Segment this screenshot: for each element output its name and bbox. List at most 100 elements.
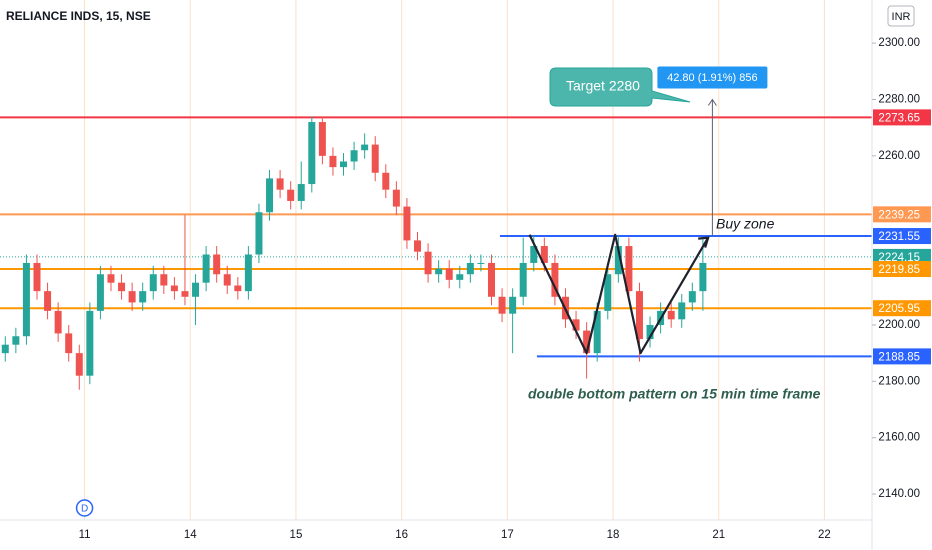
price-level-label: 2231.55 xyxy=(878,231,920,243)
candle-body xyxy=(223,274,231,286)
candle-body xyxy=(530,246,538,263)
candle-body xyxy=(128,291,136,303)
x-tick-label: 18 xyxy=(607,529,620,541)
candle-body xyxy=(424,251,432,275)
candle-body xyxy=(149,274,157,292)
pattern-arrowhead xyxy=(698,236,710,248)
price-level-label: 2273.65 xyxy=(878,112,920,124)
candle-body xyxy=(139,291,147,303)
candles xyxy=(1,116,707,390)
candle-body xyxy=(96,274,104,311)
dividend-marker xyxy=(75,499,94,517)
candle-body xyxy=(202,254,210,283)
candle-body xyxy=(213,254,221,275)
candle-body xyxy=(86,310,94,376)
candle-body xyxy=(350,150,358,162)
candle-body xyxy=(382,172,390,190)
candle-body xyxy=(635,291,643,340)
candle-body xyxy=(466,262,474,275)
candle-body xyxy=(170,285,178,292)
measure-box xyxy=(657,66,768,89)
candle-body xyxy=(445,268,453,280)
candle-body xyxy=(276,178,284,190)
candle-body xyxy=(477,262,485,264)
x-tick-label: 11 xyxy=(79,529,91,541)
price-level-box xyxy=(873,206,931,223)
candle-body xyxy=(266,178,274,213)
currency-box[interactable] xyxy=(887,5,915,27)
candle-body xyxy=(688,291,696,303)
candle-body xyxy=(65,333,73,354)
candle-body xyxy=(33,262,41,292)
candle-body xyxy=(403,206,411,241)
candle-body xyxy=(181,291,189,297)
candle-body xyxy=(255,212,263,255)
candle-body xyxy=(54,310,62,334)
y-tick-label: 2200.00 xyxy=(878,319,920,331)
candle-body xyxy=(234,285,242,292)
candle-body xyxy=(519,262,527,297)
candle-body xyxy=(456,274,464,280)
candle-body xyxy=(107,274,115,283)
candle-body xyxy=(604,274,612,311)
price-level-label: 2188.85 xyxy=(878,351,920,363)
x-tick-label: 16 xyxy=(395,529,408,541)
candle-body xyxy=(75,353,83,376)
price-level-box xyxy=(873,109,931,126)
candle-body xyxy=(435,268,443,275)
pattern-line xyxy=(528,233,710,355)
candle-body xyxy=(1,344,9,354)
price-level-label: 2205.95 xyxy=(878,303,920,315)
candle-body xyxy=(392,189,400,207)
x-tick-label: 22 xyxy=(818,529,831,541)
candle-body xyxy=(287,189,295,201)
y-tick-label: 2280.00 xyxy=(878,94,920,106)
y-tick-label: 2300.00 xyxy=(878,37,920,49)
candle-body xyxy=(487,262,495,297)
pattern-annotation: double bottom pattern on 15 min time fra… xyxy=(528,386,821,402)
x-tick-label: 17 xyxy=(501,529,514,541)
candle-body xyxy=(22,262,30,337)
axes: 11 14 15 16 17 18 21 22 2140.00 2160.00 2180.00 220… xyxy=(79,37,931,541)
candle-body xyxy=(646,324,654,340)
candle-body xyxy=(699,262,707,292)
candle-body xyxy=(509,296,517,314)
candle-body xyxy=(551,262,559,297)
x-tick-label: 15 xyxy=(290,529,303,541)
candle-body xyxy=(498,296,506,314)
measure-label: 42.80 (1.91%) 856 xyxy=(667,72,758,84)
candle-body xyxy=(667,310,675,320)
candle-body xyxy=(160,274,168,286)
candle-body xyxy=(308,122,316,185)
candle-body xyxy=(340,161,348,168)
candle-body xyxy=(361,144,369,151)
candle-body xyxy=(614,246,622,275)
currency-label[interactable]: INR xyxy=(892,11,911,23)
candle-body xyxy=(371,144,379,173)
callout-box xyxy=(549,67,691,107)
candle-body xyxy=(593,310,601,354)
dividend-label: D xyxy=(81,504,88,515)
y-tick-label: 2160.00 xyxy=(878,432,920,444)
price-level-label: 2219.85 xyxy=(878,264,920,276)
candle-body xyxy=(329,155,337,168)
price-level-box xyxy=(873,348,931,365)
callout-label: Target 2280 xyxy=(566,78,640,94)
y-tick-label: 2180.00 xyxy=(878,375,920,387)
candle-body xyxy=(244,254,252,292)
candle-body xyxy=(192,282,200,297)
candle-body xyxy=(12,336,20,345)
chart-title: RELIANCE INDS, 15, NSE xyxy=(6,9,151,23)
buy-zone-label: Buy zone xyxy=(716,216,775,232)
price-level-label: 2224.15 xyxy=(878,252,920,264)
y-tick-label: 2260.00 xyxy=(878,150,920,162)
price-level-box xyxy=(873,228,931,245)
candle-body xyxy=(297,184,305,201)
annotations: 42.80 (1.91%) 856 Target 2280 Buy zone doub… xyxy=(75,66,821,517)
price-level-box xyxy=(873,300,931,317)
price-level-box xyxy=(873,261,931,278)
candle-body xyxy=(414,240,422,252)
y-tick-label: 2140.00 xyxy=(878,488,920,500)
levels xyxy=(0,116,872,358)
